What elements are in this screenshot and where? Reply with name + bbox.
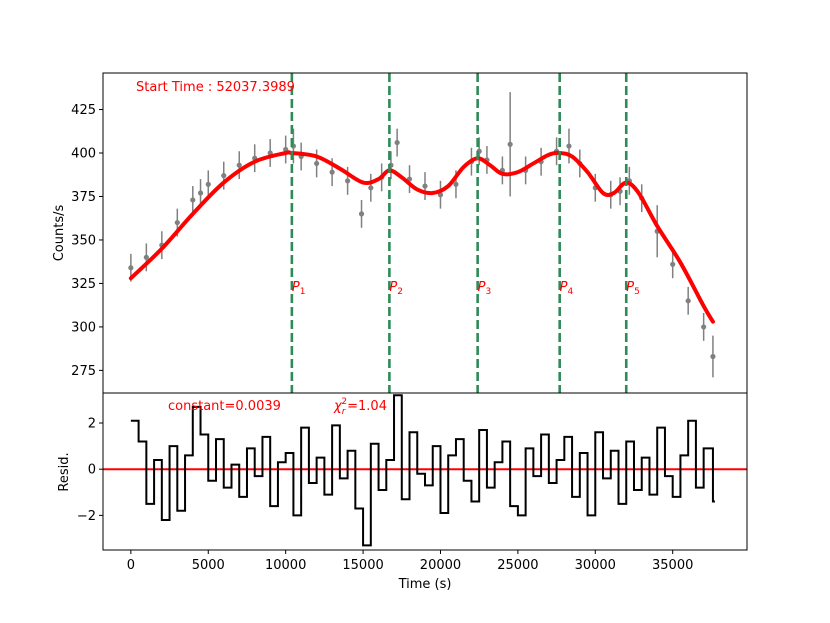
- data-point: [190, 197, 196, 203]
- residual-step-line: [130, 394, 715, 547]
- x-axis-title: Time (s): [398, 577, 452, 592]
- data-point: [701, 324, 707, 330]
- x-tick-label: 25000: [497, 558, 538, 573]
- model-curve-line: [128, 150, 715, 324]
- data-point: [329, 169, 335, 175]
- data-point: [143, 254, 149, 260]
- top-model-curve: [128, 150, 715, 324]
- data-point: [566, 143, 572, 149]
- data-point: [197, 190, 204, 196]
- x-tick-label: 35000: [652, 558, 693, 573]
- bottom-y-ticks: −2 0 2: [77, 417, 103, 524]
- bottom-y-tick-label: 0: [88, 463, 96, 478]
- x-tick-label: 30000: [575, 558, 616, 573]
- x-axis: 0 5000 10000 15000 20000 25000 30000 35000: [127, 550, 693, 573]
- peak-label-subscript: 4: [568, 287, 574, 297]
- top-y-tick-label: 350: [71, 233, 96, 248]
- data-point: [422, 183, 428, 189]
- top-y-tick-label: 275: [71, 364, 96, 379]
- bottom-y-axis-title: Resid.: [57, 452, 72, 491]
- top-y-ticks: 275 300 325 350 375 400 425: [71, 103, 103, 379]
- x-tick-label: 5000: [192, 558, 225, 573]
- data-point: [507, 141, 513, 147]
- peak-label-subscript: 3: [485, 287, 491, 297]
- constant-annotation: constant=0.0039: [168, 399, 281, 414]
- x-tick-label: 20000: [420, 558, 461, 573]
- chi-superscript: 2: [341, 397, 347, 407]
- residual-steps: [130, 394, 715, 547]
- peak-label-subscript: 1: [300, 287, 306, 297]
- top-y-tick-label: 375: [71, 190, 96, 205]
- bottom-y-tick-label: 2: [88, 417, 96, 432]
- top-y-tick-label: 300: [71, 320, 96, 335]
- top-y-tick-label: 400: [71, 147, 96, 162]
- data-point: [685, 298, 691, 304]
- bottom-panel: −202 constant=0.0039 χr2=1.04 Resid.: [57, 392, 748, 551]
- chi-symbol: χ: [333, 399, 343, 414]
- top-y-axis-title: Counts/s: [52, 205, 67, 262]
- data-point: [205, 181, 211, 187]
- top-y-tick-label: 325: [71, 277, 96, 292]
- chi-value: =1.04: [347, 399, 387, 414]
- top-data-points: [128, 92, 716, 378]
- data-point: [221, 173, 227, 179]
- bottom-y-tick-label: −2: [77, 509, 96, 524]
- x-tick-label: 15000: [342, 558, 383, 573]
- data-point: [710, 353, 716, 360]
- data-point: [314, 160, 320, 167]
- data-point: [453, 181, 459, 187]
- x-tick-label: 10000: [265, 558, 306, 573]
- peak-label-subscript: 2: [397, 287, 403, 297]
- top-panel-background: [103, 73, 747, 393]
- data-point: [128, 265, 134, 271]
- bottom-panel-frame: [102, 392, 748, 551]
- start-time-annotation: Start Time : 52037.3989: [136, 80, 295, 95]
- data-point: [236, 162, 242, 168]
- data-point: [368, 185, 374, 191]
- chi-square-annotation: χr2=1.04: [333, 397, 387, 417]
- data-point: [344, 178, 351, 184]
- data-point: [670, 261, 676, 267]
- chi-subscript: r: [342, 407, 347, 417]
- peak-label-subscript: 5: [634, 287, 640, 297]
- data-point: [358, 211, 365, 217]
- data-point: [174, 219, 180, 226]
- top-y-tick-label: 425: [71, 103, 96, 118]
- x-tick-label: 0: [127, 558, 135, 573]
- data-point: [394, 139, 400, 146]
